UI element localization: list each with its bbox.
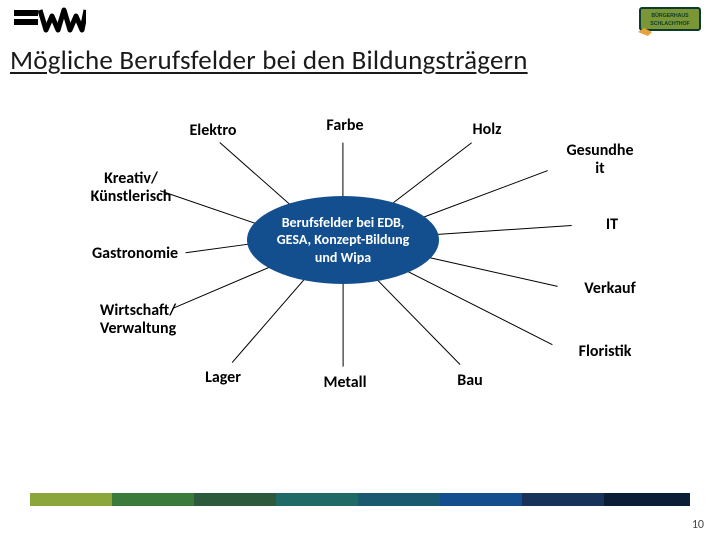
footer-seg-7 (604, 493, 690, 506)
node-label-kreativ: Kreativ/Künstlerisch (91, 169, 172, 206)
node-label-floristik: Floristik (579, 342, 632, 361)
node-label-wirtschaft: Wirtschaft/Verwaltung (100, 301, 176, 338)
footer-seg-3 (276, 493, 358, 506)
svg-text:BÜRGERHAUS: BÜRGERHAUS (651, 12, 689, 19)
footer-color-stripe (30, 493, 690, 506)
node-label-bau: Bau (457, 371, 482, 390)
node-lager: Lager (178, 369, 268, 391)
logo-left-icon (14, 6, 86, 39)
center-node: Berufsfelder bei EDB,GESA, Konzept-Bildu… (247, 196, 439, 284)
node-kreativ: Kreativ/Künstlerisch (56, 170, 206, 212)
node-label-gesundheit: Gesundheit (566, 141, 633, 178)
footer-seg-2 (194, 493, 276, 506)
ray-farbe (342, 143, 343, 202)
footer-seg-1 (112, 493, 194, 506)
footer-seg-0 (30, 493, 112, 506)
ray-lager (232, 272, 311, 363)
node-wirtschaft: Wirtschaft/Verwaltung (63, 302, 213, 344)
sunburst-diagram: Berufsfelder bei EDB,GESA, Konzept-Bildu… (0, 90, 720, 450)
page-title: Mögliche Berufsfelder bei den Bildungstr… (10, 44, 528, 77)
ray-bau (372, 274, 461, 365)
page-number: 10 (692, 518, 704, 532)
node-label-elektro: Elektro (189, 121, 236, 140)
node-bau: Bau (430, 372, 510, 394)
node-metall: Metall (300, 374, 390, 396)
node-label-verkauf: Verkauf (584, 279, 635, 298)
ray-gesundheit (412, 170, 548, 222)
ray-floristik (398, 266, 553, 345)
node-label-it: IT (606, 215, 618, 234)
footer-seg-6 (522, 493, 604, 506)
ray-metall (342, 283, 343, 367)
center-label: Berufsfelder bei EDB,GESA, Konzept-Bildu… (273, 210, 413, 271)
node-label-farbe: Farbe (326, 116, 363, 135)
ray-verkauf (420, 255, 558, 287)
node-label-holz: Holz (473, 120, 502, 139)
node-floristik: Floristik (545, 343, 665, 365)
node-verkauf: Verkauf (555, 280, 665, 302)
footer-seg-4 (358, 493, 440, 506)
node-gesundheit: Gesundheit (545, 142, 655, 182)
footer-seg-5 (440, 493, 522, 506)
node-label-gastronomie: Gastronomie (92, 244, 178, 263)
header: BÜRGERHAUS SCHLACHTHOF (0, 0, 720, 38)
ray-holz (382, 142, 473, 212)
node-elektro: Elektro (158, 122, 268, 144)
slide: BÜRGERHAUS SCHLACHTHOF Mögliche Berufsfe… (0, 0, 720, 540)
node-farbe: Farbe (300, 117, 390, 139)
logo-right-icon: BÜRGERHAUS SCHLACHTHOF (638, 6, 702, 41)
ray-it (436, 225, 572, 235)
node-label-lager: Lager (205, 368, 241, 387)
node-label-metall: Metall (323, 373, 366, 392)
node-it: IT (572, 216, 652, 238)
node-holz: Holz (442, 121, 532, 143)
svg-text:SCHLACHTHOF: SCHLACHTHOF (650, 21, 689, 27)
node-gastronomie: Gastronomie (60, 245, 210, 267)
